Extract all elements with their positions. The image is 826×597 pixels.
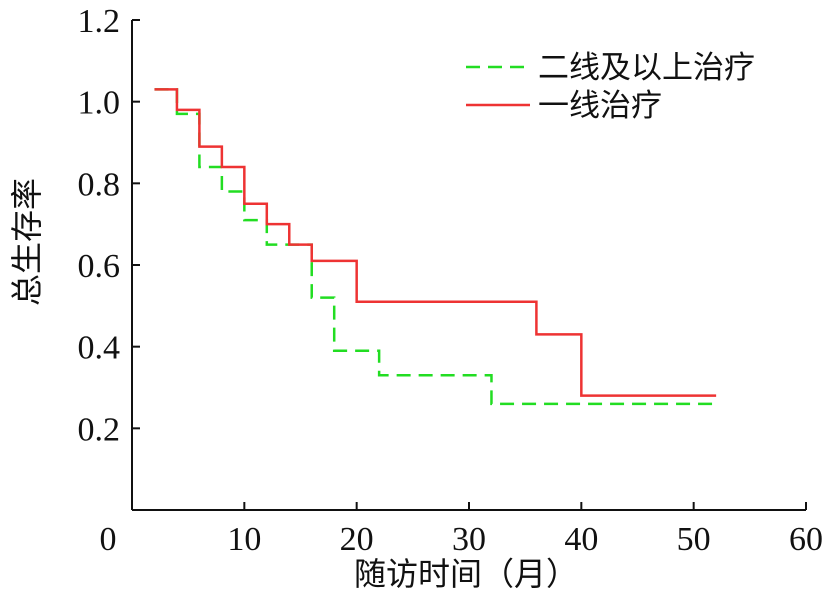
- legend-label-1: 二线及以上治疗: [538, 50, 755, 86]
- axes: 0 10 20 30 40 50 60 0.2 0.4 0.6 0.8 1.0 1.2: [78, 3, 824, 558]
- x-tick-label: 20: [340, 521, 374, 558]
- y-tick-label: 1.0: [78, 85, 121, 122]
- x-tick-label: 0: [100, 521, 117, 558]
- x-tick-label: 30: [452, 521, 486, 558]
- y-tick-label: 0.4: [78, 330, 121, 367]
- x-tick-label: 50: [677, 521, 711, 558]
- x-axis-title: 随访时间（月）: [354, 555, 578, 593]
- y-axis-title: 总生存率: [8, 178, 46, 306]
- x-tick-label: 10: [227, 521, 261, 558]
- series-line-1: [154, 88, 717, 406]
- y-tick-label: 0.2: [78, 411, 121, 448]
- series-layer: [154, 88, 717, 406]
- y-tick-label: 0.6: [78, 248, 121, 285]
- y-tick-label: 1.2: [78, 3, 121, 40]
- x-tick-label: 40: [564, 521, 598, 558]
- y-tick-label: 0.8: [78, 166, 121, 203]
- series-line-2: [154, 88, 717, 397]
- legend-label-2: 一线治疗: [538, 88, 662, 124]
- x-tick-label: 60: [789, 521, 823, 558]
